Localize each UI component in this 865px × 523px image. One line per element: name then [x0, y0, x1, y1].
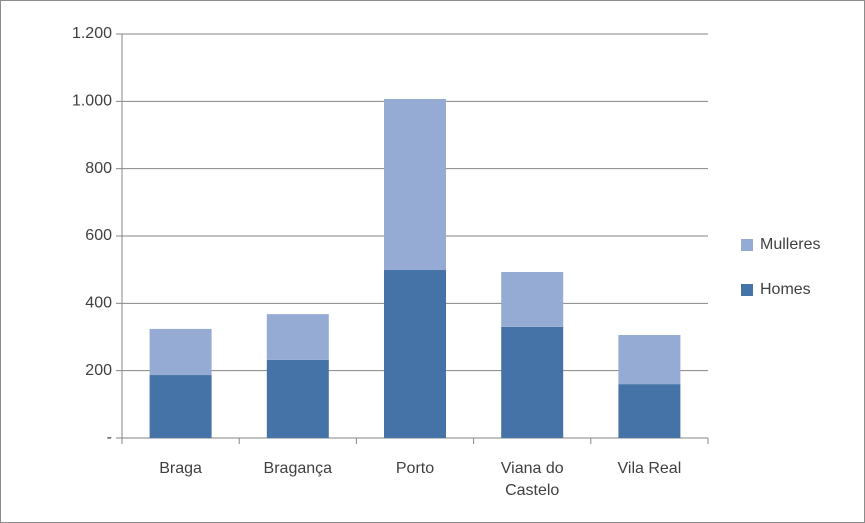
- x-tick-label: Vila Real: [617, 460, 682, 477]
- y-tick-label: 800: [85, 160, 112, 177]
- bar-segment: [618, 334, 681, 385]
- x-tick-label: Braga: [159, 460, 202, 477]
- legend-label: Homes: [760, 281, 811, 298]
- y-tick-label: 1.000: [72, 93, 112, 110]
- x-tick-label: Porto: [395, 460, 435, 477]
- bar-segment: [618, 384, 681, 438]
- x-tick-label: Bragança: [263, 460, 333, 477]
- y-tick-label: 600: [85, 227, 112, 244]
- bar-segment: [266, 314, 329, 360]
- y-tick-label: -: [107, 429, 112, 446]
- legend-swatch: [741, 284, 753, 296]
- legend-label: Mulleres: [760, 236, 820, 253]
- bar-segment: [149, 328, 212, 376]
- y-tick-label: 200: [85, 362, 112, 379]
- y-tick-label: 400: [85, 295, 112, 312]
- bar-segment: [384, 270, 446, 438]
- bar-segment: [501, 326, 564, 438]
- bar-segment: [266, 359, 329, 438]
- bar-segment: [149, 375, 212, 438]
- x-tick-label: Viana do Castelo: [500, 460, 564, 499]
- bar-segment: [384, 98, 446, 271]
- legend-swatch: [741, 239, 753, 251]
- bar-segment: [501, 272, 564, 327]
- y-tick-label: 1.200: [72, 25, 112, 42]
